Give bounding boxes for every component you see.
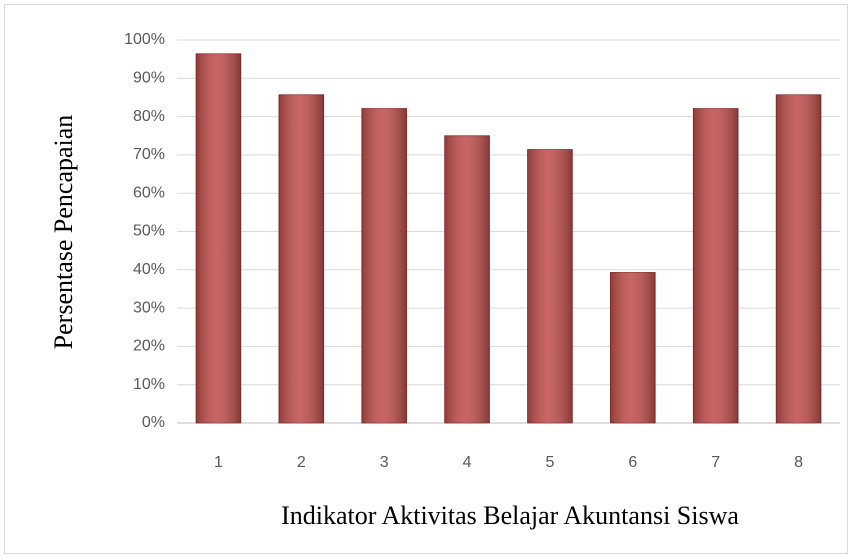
- y-axis-title: Persentase Pencapaian: [49, 115, 78, 350]
- x-tick-label: 8: [794, 454, 803, 471]
- x-tick-label: 4: [463, 454, 472, 471]
- y-tick-label: 90%: [133, 70, 165, 87]
- y-tick-label: 50%: [133, 223, 165, 240]
- x-tick-label: 5: [545, 454, 554, 471]
- y-tick-label: 80%: [133, 108, 165, 125]
- bar: [692, 108, 739, 424]
- y-tick-label: 70%: [133, 146, 165, 163]
- bar: [444, 135, 490, 424]
- x-tick-label: 3: [380, 454, 389, 471]
- bar: [775, 94, 822, 424]
- y-tick-label: 40%: [133, 261, 165, 278]
- bar: [610, 272, 656, 424]
- y-tick-label: 0%: [142, 414, 165, 431]
- y-tick-label: 20%: [133, 338, 165, 355]
- x-axis-title: Indikator Aktivitas Belajar Akuntansi Si…: [281, 501, 739, 530]
- bar: [361, 108, 407, 424]
- x-tick-label: 7: [711, 454, 720, 471]
- x-tick-label: 2: [297, 454, 306, 471]
- bar: [278, 94, 325, 424]
- x-tick-label: 6: [628, 454, 637, 471]
- y-tick-label: 30%: [133, 299, 165, 316]
- y-tick-label: 10%: [133, 376, 165, 393]
- x-tick-label: 1: [214, 454, 223, 471]
- bar: [527, 149, 573, 424]
- y-tick-label: 100%: [124, 31, 165, 48]
- y-tick-label: 60%: [133, 184, 165, 201]
- bar: [195, 53, 242, 424]
